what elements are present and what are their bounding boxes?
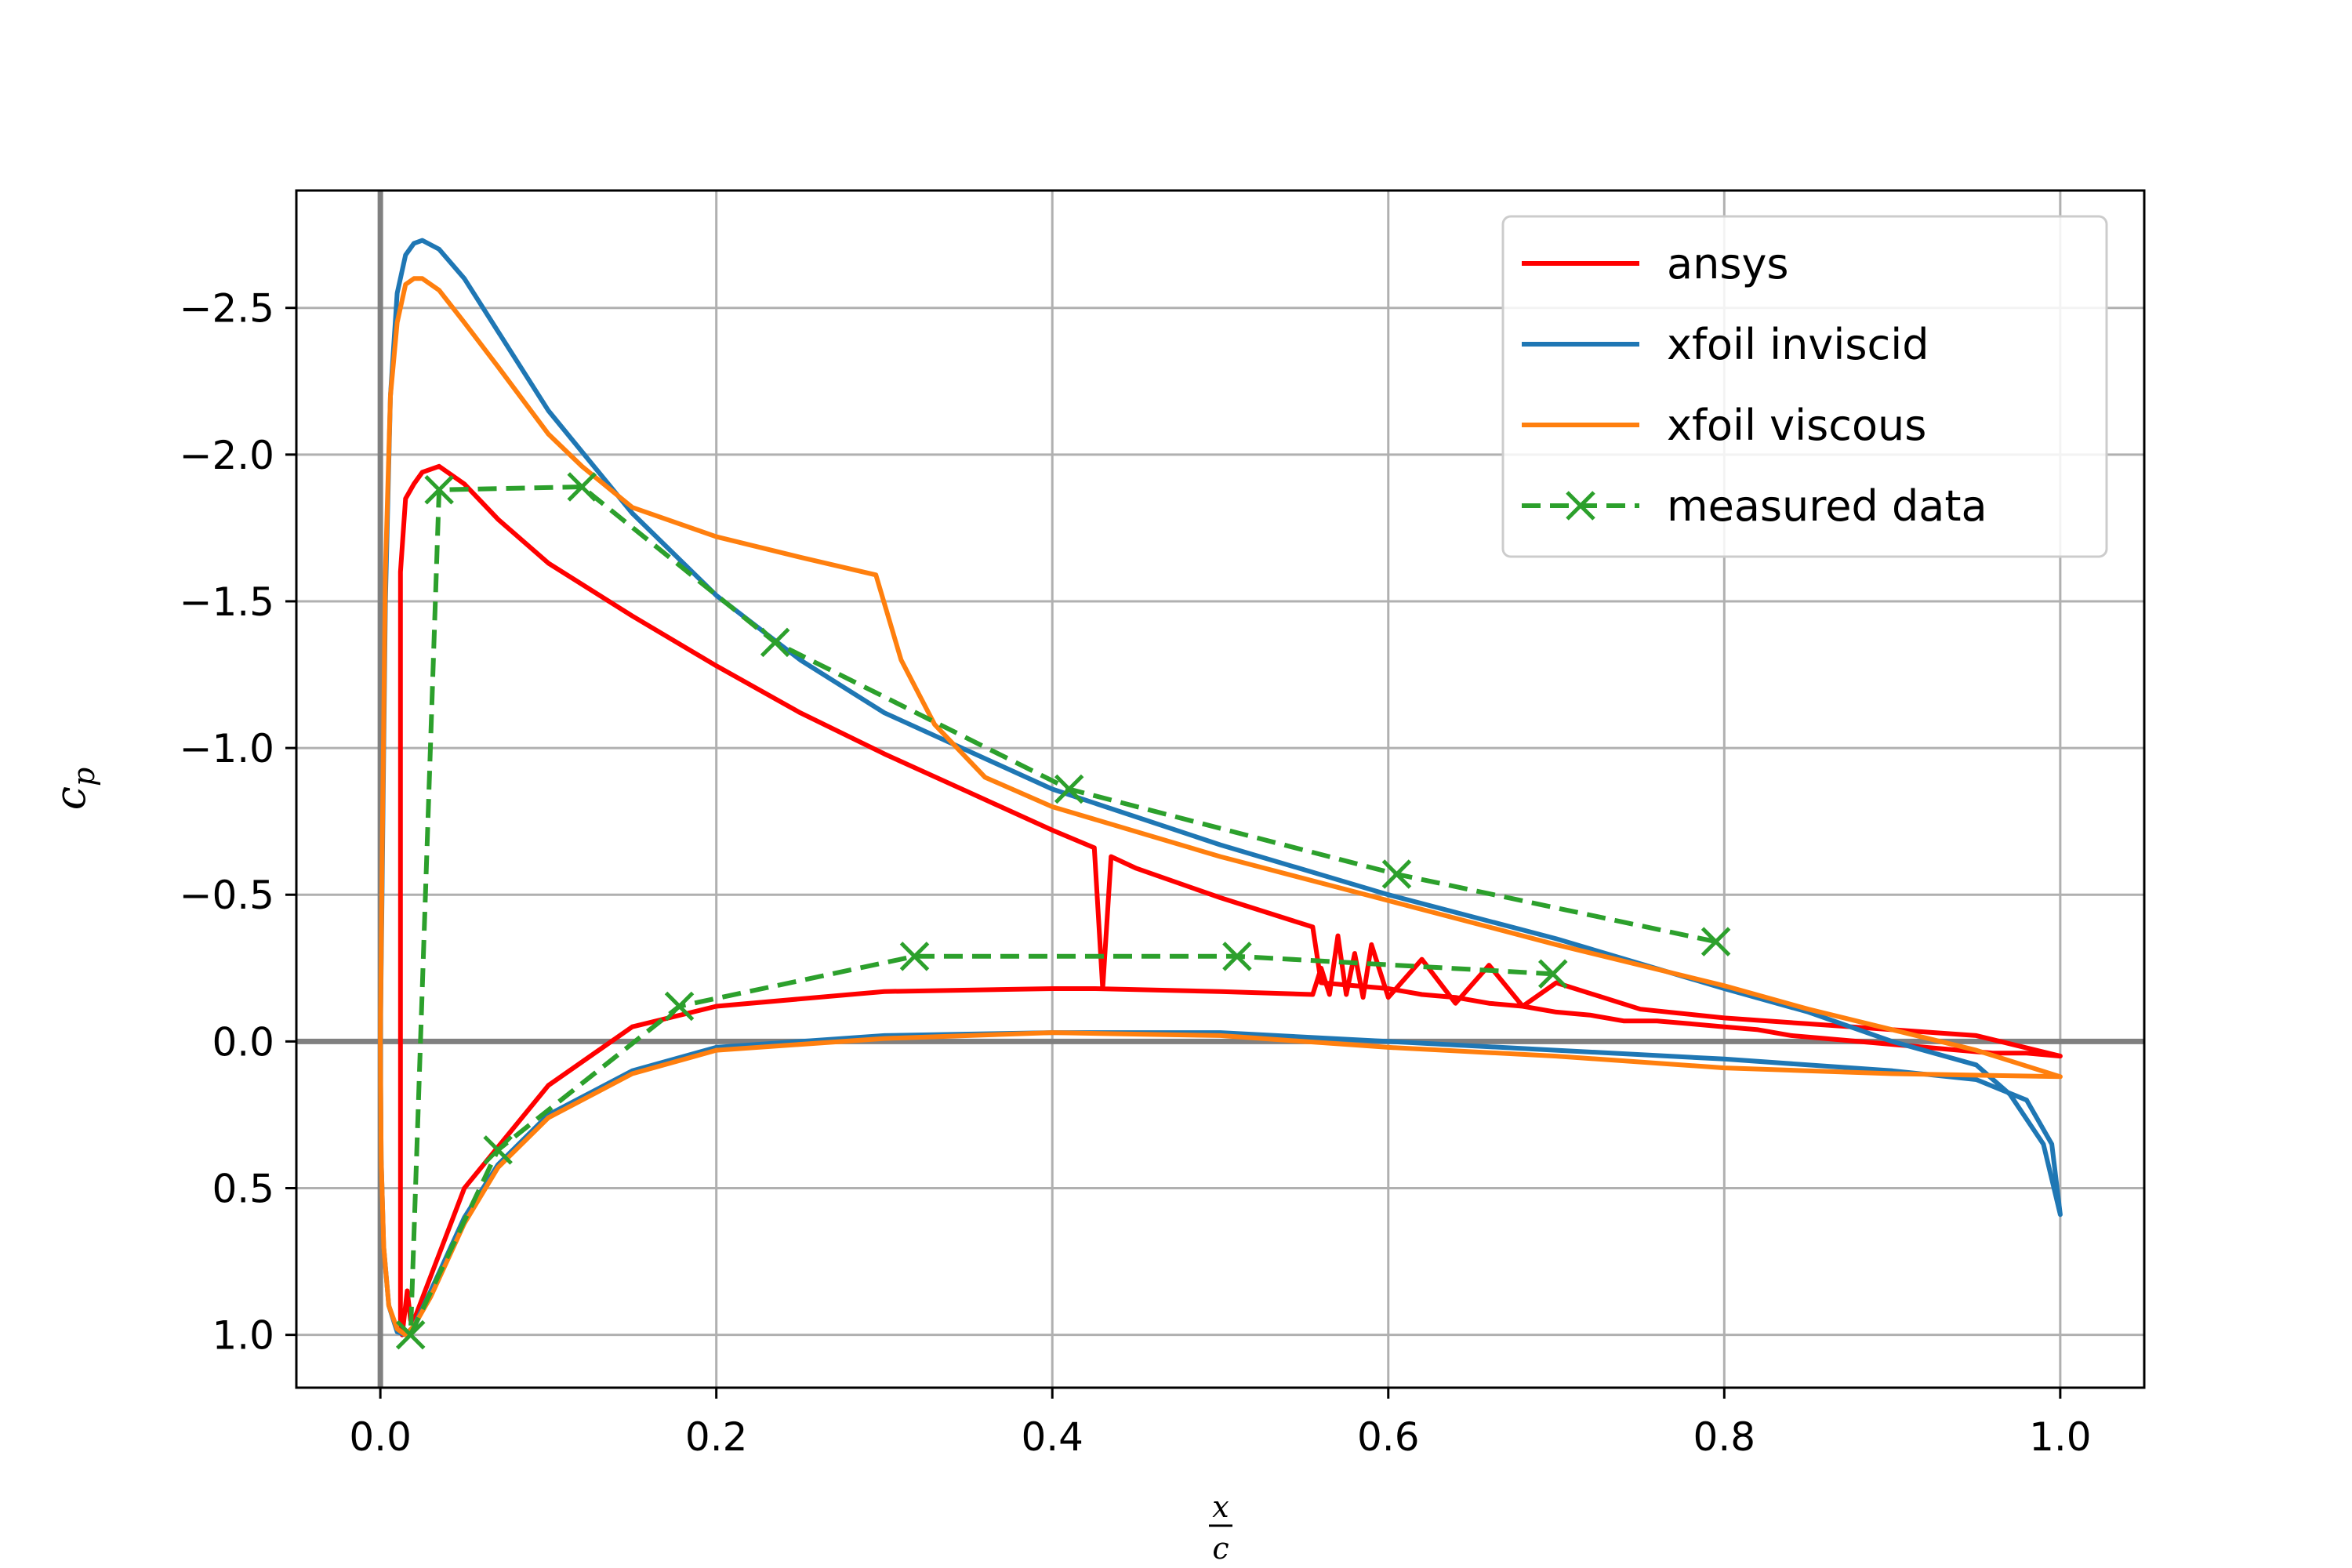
data-point-marker <box>424 474 454 505</box>
legend-label-xfoil-inviscid: xfoil inviscid <box>1667 320 1929 369</box>
data-point-marker <box>1700 927 1731 956</box>
data-point-marker <box>1054 774 1084 804</box>
x-tick-label: 0.2 <box>685 1414 748 1460</box>
data-point-marker <box>1222 942 1252 971</box>
x-tick-label: 0.4 <box>1021 1414 1083 1460</box>
y-tick-label: −1.0 <box>180 726 274 771</box>
y-axis-label-base: c <box>45 786 95 810</box>
x-axis-label: x c <box>1209 1490 1232 1566</box>
series-measured-data <box>395 472 1731 1350</box>
legend-label-xfoil-viscous: xfoil viscous <box>1667 401 1926 450</box>
y-axis-label-subscript: p <box>67 768 101 786</box>
svg-text:cp: cp <box>45 768 101 811</box>
series-line-measured-data <box>408 485 1717 1338</box>
data-point-marker <box>395 1319 426 1350</box>
legend-box <box>1501 215 2108 558</box>
data-point-marker <box>483 1135 513 1165</box>
legend-marker-measured-data <box>1566 491 1595 521</box>
series-xfoil-viscous <box>378 276 2063 1338</box>
data-point-marker <box>760 627 790 658</box>
series-line-xfoil-viscous <box>378 276 2063 1338</box>
x-axis-label-denominator: c <box>1212 1531 1229 1566</box>
y-tick-label: −1.5 <box>180 579 274 625</box>
data-point-marker <box>567 472 597 502</box>
series-ansys <box>397 463 2063 1338</box>
y-tick-label: 1.0 <box>212 1313 274 1359</box>
y-axis-label: cp <box>45 768 101 811</box>
y-tick-label: 0.5 <box>212 1167 274 1212</box>
legend-label-ansys: ansys <box>1667 239 1789 289</box>
ticks: 0.0 0.2 0.4 0.6 0.8 1.0 −2.5 −2.0 −1.5 −1.0 −0.5 0.… <box>180 286 2092 1460</box>
x-tick-label: 0.0 <box>349 1414 412 1460</box>
legend-label-measured-data: measured data <box>1667 481 1987 531</box>
y-tick-label: −0.5 <box>180 873 274 918</box>
x-tick-label: 1.0 <box>2029 1414 2092 1460</box>
legend: ansys xfoil inviscid xfoil viscous measured… <box>1501 215 2108 558</box>
x-tick-label: 0.6 <box>1357 1414 1420 1460</box>
x-tick-label: 0.8 <box>1693 1414 1756 1460</box>
data-point-marker <box>899 942 930 971</box>
data-point-marker <box>1381 859 1412 889</box>
y-tick-label: −2.0 <box>180 433 274 478</box>
series-group <box>378 238 2063 1350</box>
plot-frame <box>295 189 2146 1389</box>
y-tick-label: 0.0 <box>212 1019 274 1065</box>
series-line-ansys <box>397 463 2063 1338</box>
y-tick-label: −2.5 <box>180 286 274 332</box>
x-axis-label-numerator: x <box>1212 1490 1229 1524</box>
data-point-marker <box>664 991 695 1022</box>
data-point-marker <box>1537 959 1568 989</box>
